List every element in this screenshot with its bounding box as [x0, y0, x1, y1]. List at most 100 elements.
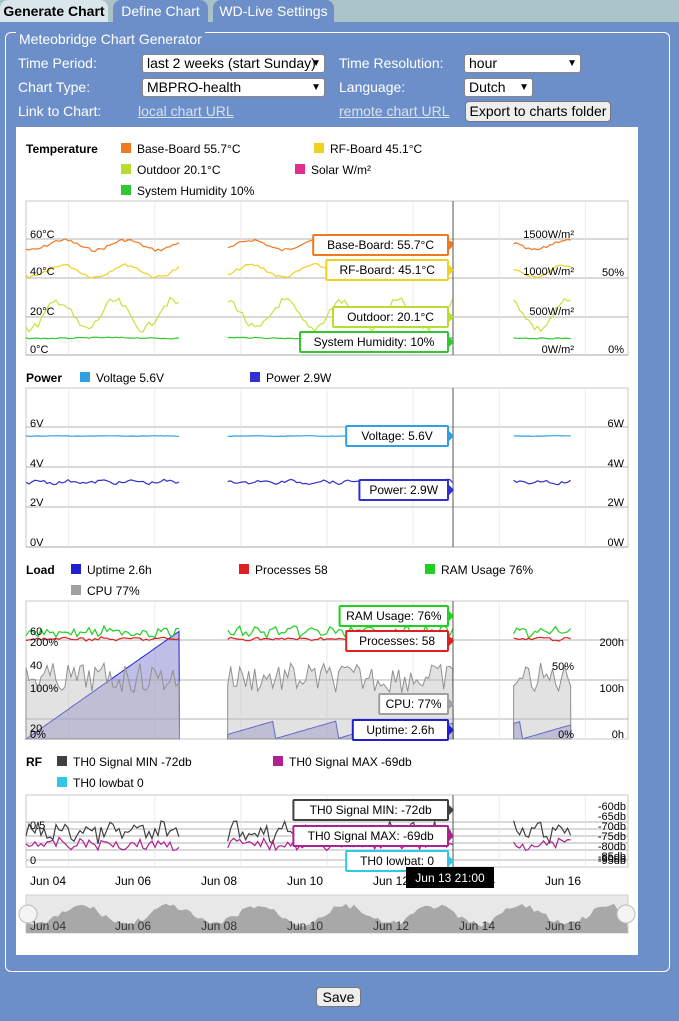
signal-min-line: [513, 820, 572, 845]
chart-type-label: Chart Type:: [18, 79, 91, 95]
chevron-down-icon: ▼: [311, 58, 321, 69]
legend-swatch: [250, 372, 260, 382]
tick-label: 4W: [608, 458, 625, 470]
tick-label: 2W: [608, 497, 625, 509]
tooltip-arrow: [448, 635, 454, 647]
legend-swatch: [295, 164, 305, 174]
save-button[interactable]: Save: [316, 987, 361, 1007]
tooltip-text: Power: 2.9W: [369, 483, 438, 497]
legend-swatch: [425, 564, 435, 574]
tab-wd-live-settings[interactable]: WD-Live Settings: [213, 0, 334, 22]
tick-label: -95db: [598, 855, 626, 867]
x-tick-label: Jun 10: [287, 874, 323, 888]
processes-line: [513, 636, 571, 642]
language-select[interactable]: Dutch ▼: [464, 78, 533, 97]
base-board-line: [513, 238, 571, 251]
chart-type-select[interactable]: MBPRO-health ▼: [142, 78, 325, 97]
time-resolution-select[interactable]: hour ▼: [464, 54, 581, 73]
chevron-down-icon: ▼: [311, 82, 321, 93]
legend-item: Voltage 5.6V: [96, 371, 164, 385]
tick-label: 1500W/m²: [523, 229, 574, 241]
voltage-line: [25, 435, 180, 437]
legend-item: Outdoor 20.1°C: [137, 163, 221, 177]
legend-swatch: [273, 756, 283, 766]
tooltip-text: Uptime: 2.6h: [366, 723, 434, 737]
tick-label: 4V: [30, 458, 44, 470]
remote-chart-url-link[interactable]: remote chart URL: [339, 103, 450, 119]
legend-item: Power 2.9W: [266, 371, 332, 385]
tick-label: -75db: [598, 831, 626, 843]
export-button[interactable]: Export to charts folder: [465, 101, 611, 122]
tooltip-text: System Humidity: 10%: [314, 335, 435, 349]
time-period-value: last 2 weeks (start Sunday): [147, 55, 316, 71]
tick-label: 100%: [30, 683, 58, 695]
tick-label: -80db: [598, 841, 626, 853]
time-resolution-value: hour: [469, 55, 498, 71]
tick-label: 20°C: [30, 306, 55, 318]
tooltip-text: CPU: 77%: [386, 697, 442, 711]
navigator-tick-label: Jun 10: [287, 919, 323, 933]
x-tick-label: Jun 04: [30, 874, 66, 888]
tick-label: 40°C: [30, 266, 55, 278]
legend-item: Processes 58: [255, 563, 328, 577]
tick-label: 50%: [552, 661, 574, 673]
legend-title: RF: [26, 755, 42, 769]
tab-define-chart[interactable]: Define Chart: [113, 0, 208, 22]
tick-label: 100h: [600, 683, 624, 695]
base-board-line: [25, 238, 180, 253]
tab-bar: Generate Chart Define Chart WD-Live Sett…: [0, 0, 679, 22]
tick-label: 0h: [612, 729, 624, 741]
tick-label: 0%: [558, 729, 574, 741]
chevron-down-icon: ▼: [519, 82, 529, 93]
tick-label: -65db: [598, 811, 626, 823]
cursor-date-box: [406, 867, 494, 888]
navigator-handle-left[interactable]: [18, 904, 38, 924]
chart-svg: Temperature Base-Board 55.7°C RF-Board 45.…: [18, 142, 636, 934]
legend-item: TH0 lowbat 0: [73, 776, 144, 790]
navigator-tick-label: Jun 14: [459, 919, 495, 933]
panel-title: Meteobridge Chart Generator: [16, 31, 205, 47]
tab-generate-chart[interactable]: Generate Chart: [0, 0, 108, 22]
ram-usage-line: [25, 624, 179, 639]
power-line: [25, 478, 180, 486]
legend-swatch: [239, 564, 249, 574]
tick-label: 20: [30, 723, 42, 735]
legend-title: Temperature: [26, 142, 98, 156]
tick-label: 50%: [602, 267, 624, 279]
legend-title: Power: [26, 371, 62, 385]
tooltip-arrow: [448, 430, 454, 442]
time-period-select[interactable]: last 2 weeks (start Sunday) ▼: [142, 54, 325, 73]
signal-max-line: [25, 836, 180, 852]
navigator-area: [26, 903, 628, 933]
tooltip-arrow: [448, 830, 454, 842]
tick-label: -90db: [598, 853, 626, 865]
legend-item: RAM Usage 76%: [441, 563, 533, 577]
chart-type-value: MBPRO-health: [147, 79, 242, 95]
tick-label: 0°C: [30, 344, 49, 356]
legend-swatch: [314, 143, 324, 153]
tick-label: -85db: [598, 851, 626, 863]
cpu-area: [513, 662, 572, 740]
ram-usage-line: [513, 625, 572, 639]
link-label: Link to Chart:: [18, 103, 102, 119]
tooltip-text: RF-Board: 45.1°C: [339, 263, 435, 277]
tick-label: 0W/m²: [542, 344, 575, 356]
outdoor-line: [513, 297, 571, 333]
tooltip-text: TH0 Signal MIN: -72db: [310, 803, 432, 817]
local-chart-url-link[interactable]: local chart URL: [138, 103, 234, 119]
tick-label: 1000W/m²: [523, 266, 574, 278]
legend-item: Solar W/m²: [311, 163, 371, 177]
chart-area: Temperature Base-Board 55.7°C RF-Board 45.…: [16, 127, 638, 955]
tooltip-arrow: [448, 804, 454, 816]
rf-board-line: [25, 263, 180, 279]
tick-label: 500W/m²: [529, 306, 574, 318]
legend-title: Load: [26, 563, 55, 577]
tooltip-arrow: [448, 264, 454, 276]
legend-item: Base-Board 55.7°C: [137, 142, 241, 156]
legend-swatch: [121, 185, 131, 195]
legend-item: System Humidity 10%: [137, 184, 255, 198]
navigator-handle-right[interactable]: [616, 904, 636, 924]
uptime-area: [513, 721, 572, 740]
tick-label: 200%: [30, 637, 58, 649]
tooltip-text: Voltage: 5.6V: [361, 429, 432, 443]
